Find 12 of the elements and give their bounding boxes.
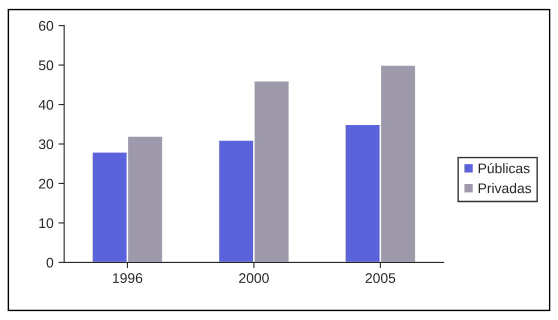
y-tick-label: 10 — [39, 218, 54, 228]
legend-label: Privadas — [478, 182, 532, 194]
x-tick-label: 2000 — [239, 273, 269, 284]
y-tick-label: 20 — [39, 178, 54, 189]
y-tick-label: 60 — [39, 20, 54, 31]
legend-label: Públicas — [478, 162, 530, 174]
y-tick-label: 30 — [38, 139, 54, 150]
x-tick-label: 1996 — [113, 273, 142, 284]
x-tick-label: 2005 — [366, 273, 396, 284]
y-tick-label: 40 — [38, 100, 54, 110]
y-tick-label: 0 — [46, 258, 54, 268]
y-tick-label: 50 — [38, 60, 54, 70]
